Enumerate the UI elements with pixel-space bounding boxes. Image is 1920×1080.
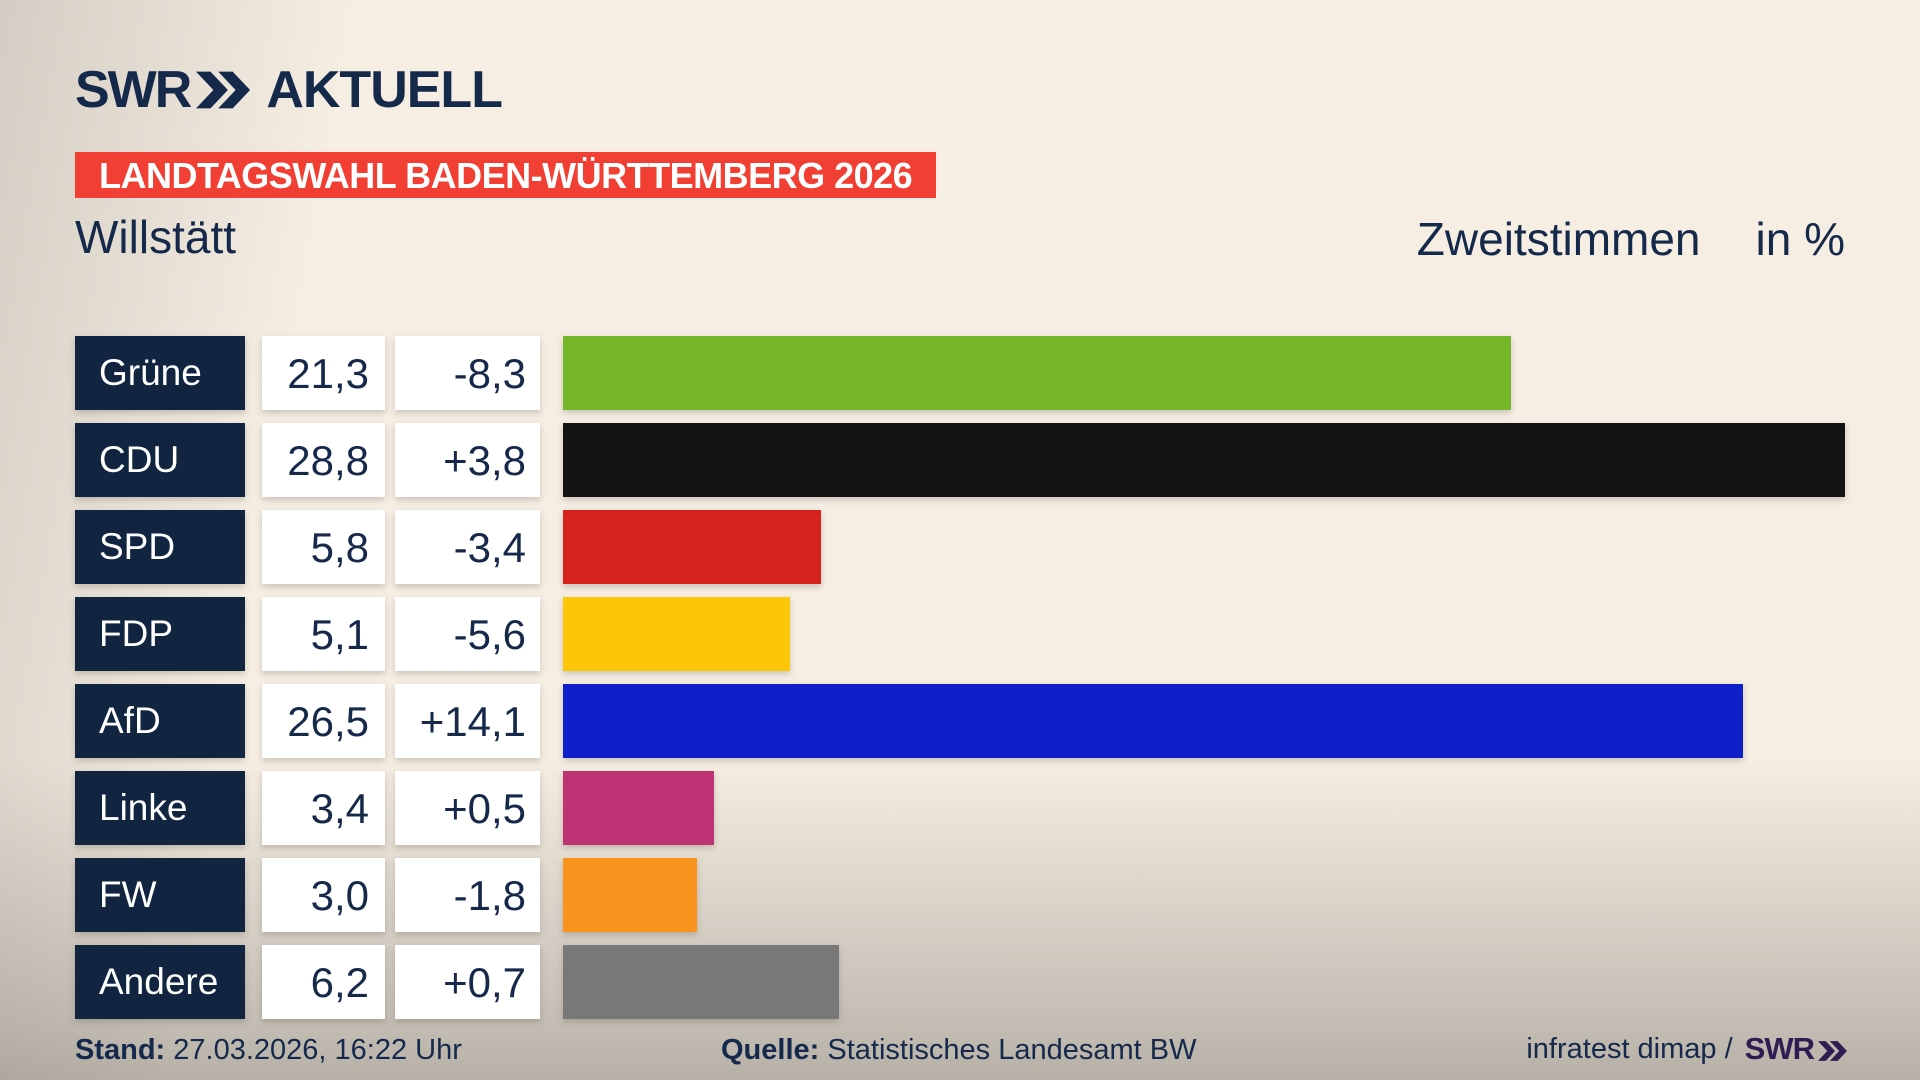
vote-share-change: -1,8 — [395, 858, 540, 932]
vote-share-value: 5,1 — [262, 597, 385, 671]
vote-share-change: -5,6 — [395, 597, 540, 671]
result-row: Grüne 21,3 -8,3 — [75, 336, 1845, 410]
vote-share-change: +3,8 — [395, 423, 540, 497]
stand-timestamp: Stand: 27.03.2026, 16:22 Uhr — [75, 1034, 462, 1067]
source-value: Statistisches Landesamt BW — [827, 1034, 1197, 1066]
municipality-title: Willstätt — [75, 211, 236, 263]
result-row: CDU 28,8 +3,8 — [75, 423, 1845, 497]
result-bar — [563, 597, 791, 671]
bar-area — [563, 684, 1845, 758]
party-label: Linke — [75, 771, 245, 845]
result-row: Andere 6,2 +0,7 — [75, 945, 1845, 1019]
result-bar — [563, 684, 1743, 758]
bar-area — [563, 597, 1845, 671]
result-bar — [563, 858, 697, 932]
bar-area — [563, 945, 1845, 1019]
result-row: FDP 5,1 -5,6 — [75, 597, 1845, 671]
credit-text: infratest dimap / — [1526, 1032, 1733, 1065]
bar-area — [563, 771, 1845, 845]
swr-footer-chevrons-icon — [1818, 1040, 1847, 1061]
party-label: CDU — [75, 423, 245, 497]
stand-value: 27.03.2026, 16:22 Uhr — [173, 1034, 462, 1066]
result-row: Linke 3,4 +0,5 — [75, 771, 1845, 845]
result-row: AfD 26,5 +14,1 — [75, 684, 1845, 758]
aktuell-logo-text: AKTUELL — [266, 61, 503, 119]
vote-share-value: 21,3 — [262, 336, 385, 410]
credit-swr-logo: SWR — [1745, 1031, 1848, 1067]
vote-share-value: 26,5 — [262, 684, 385, 758]
bar-area — [563, 423, 1845, 497]
vote-share-change: +0,7 — [395, 945, 540, 1019]
vote-share-value: 3,0 — [262, 858, 385, 932]
bar-area — [563, 858, 1845, 932]
swr-logo-text: SWR — [75, 61, 192, 119]
result-bar — [563, 423, 1845, 497]
source-label: Quelle: — [721, 1034, 820, 1066]
party-label: SPD — [75, 510, 245, 584]
result-row: SPD 5,8 -3,4 — [75, 510, 1845, 584]
party-label: AfD — [75, 684, 245, 758]
swr-aktuell-logo: SWR AKTUELL — [75, 60, 503, 120]
swr-chevrons-icon — [196, 71, 252, 114]
vote-share-change: +14,1 — [395, 684, 540, 758]
election-banner: LANDTAGSWAHL BADEN-WÜRTTEMBERG 2026 — [75, 152, 937, 198]
results-table: Grüne 21,3 -8,3 CDU 28,8 +3,8 SPD 5,8 -3… — [75, 336, 1845, 1032]
vote-share-value: 6,2 — [262, 945, 385, 1019]
vote-share-change: +0,5 — [395, 771, 540, 845]
result-bar — [563, 945, 839, 1019]
result-row: FW 3,0 -1,8 — [75, 858, 1845, 932]
party-label: Andere — [75, 945, 245, 1019]
vote-share-value: 28,8 — [262, 423, 385, 497]
footer: Stand: 27.03.2026, 16:22 Uhr Quelle: Sta… — [75, 1026, 1848, 1074]
chart-title-text: Zweitstimmen — [1416, 213, 1701, 265]
vote-share-value: 5,8 — [262, 510, 385, 584]
source-note: Quelle: Statistisches Landesamt BW — [721, 1034, 1196, 1067]
vote-share-change: -3,4 — [395, 510, 540, 584]
party-label: FW — [75, 858, 245, 932]
party-label: FDP — [75, 597, 245, 671]
bar-area — [563, 336, 1845, 410]
result-bar — [563, 510, 822, 584]
unit-label: in % — [1755, 213, 1845, 265]
chart-title: Zweitstimmen in % — [1417, 212, 1845, 266]
result-bar — [563, 336, 1512, 410]
bar-area — [563, 510, 1845, 584]
vote-share-change: -8,3 — [395, 336, 540, 410]
result-bar — [563, 771, 715, 845]
vote-share-value: 3,4 — [262, 771, 385, 845]
credit-swr-text: SWR — [1744, 1031, 1815, 1066]
credit: infratest dimap / SWR — [1526, 1031, 1848, 1067]
party-label: Grüne — [75, 336, 245, 410]
stand-label: Stand: — [75, 1034, 166, 1066]
